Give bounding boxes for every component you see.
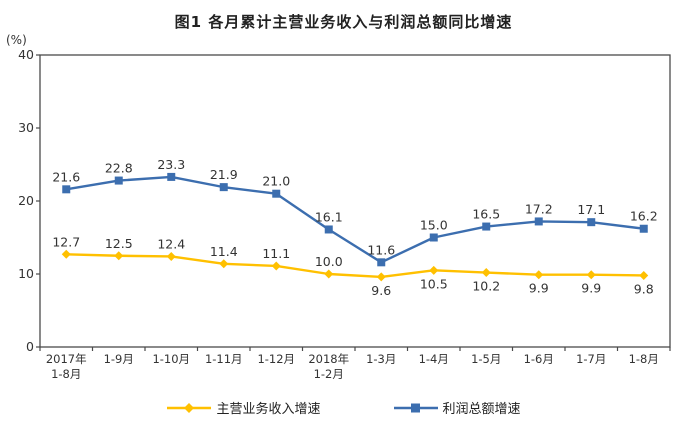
revenue-growth-data-label: 10.0 xyxy=(315,254,343,269)
diamond-marker-icon xyxy=(184,402,195,413)
revenue-growth-point-marker xyxy=(61,249,71,259)
profit-growth-data-label: 16.2 xyxy=(630,209,658,224)
revenue-growth-point-marker xyxy=(324,269,334,279)
legend-item-profit-growth: 利润总额增速 xyxy=(393,398,521,417)
profit-growth-data-label: 21.0 xyxy=(262,174,290,189)
profit-growth-data-label: 21.9 xyxy=(210,167,238,182)
profit-growth-point-marker xyxy=(219,183,228,192)
plot-border xyxy=(39,54,671,348)
profit-growth-point-marker xyxy=(272,189,281,198)
x-category-label: 1-8月 xyxy=(629,352,659,366)
y-axis-unit-label: (%) xyxy=(6,33,27,47)
profit-growth-data-label: 17.2 xyxy=(525,201,553,216)
profit-growth-legend-marker xyxy=(393,403,438,412)
x-category-label: 1-7月 xyxy=(576,352,606,366)
profit-growth-data-label: 16.1 xyxy=(315,209,343,224)
revenue-growth-data-label: 9.9 xyxy=(581,281,601,296)
x-category-label: 1-9月 xyxy=(104,352,134,366)
y-tick-label: 10 xyxy=(18,266,34,281)
y-tick-label: 30 xyxy=(18,120,34,135)
profit-growth-data-label: 17.1 xyxy=(577,202,605,217)
profit-growth-data-label: 22.8 xyxy=(105,161,133,176)
revenue-growth-data-label: 9.8 xyxy=(634,281,654,296)
profit-growth-data-label: 15.0 xyxy=(420,218,448,233)
legend-item-revenue-growth: 主营业务收入增速 xyxy=(166,398,321,417)
profit-growth-point-marker xyxy=(167,172,176,181)
profit-growth-point-marker xyxy=(377,258,386,267)
revenue-growth-point-marker xyxy=(166,251,176,261)
profit-growth-point-marker xyxy=(639,224,648,233)
revenue-growth-data-label: 9.6 xyxy=(371,283,391,298)
revenue-growth-point-marker xyxy=(481,268,491,278)
chart-legend: 主营业务收入增速 利润总额增速 xyxy=(0,398,687,417)
revenue-growth-data-label: 12.7 xyxy=(52,234,80,249)
profit-growth-data-label: 23.3 xyxy=(157,157,185,172)
x-category-label: 2018年 1-2月 xyxy=(308,352,349,381)
profit-growth-data-label: 16.5 xyxy=(472,207,500,222)
legend-label-revenue-growth: 主营业务收入增速 xyxy=(216,402,321,417)
x-category-label: 1-5月 xyxy=(471,352,501,366)
x-category-label: 1-6月 xyxy=(524,352,554,366)
x-category-label: 1-12月 xyxy=(257,352,295,366)
x-category-label: 1-3月 xyxy=(366,352,396,366)
revenue-growth-point-marker xyxy=(534,270,544,280)
revenue-growth-line xyxy=(65,253,645,279)
x-category-label: 1-4月 xyxy=(419,352,449,366)
x-category-label: 1-11月 xyxy=(205,352,243,366)
revenue-growth-data-label: 10.5 xyxy=(420,276,448,291)
revenue-growth-point-marker xyxy=(219,259,229,269)
profit-growth-data-label: 11.6 xyxy=(367,242,395,257)
x-category-label: 2017年 1-8月 xyxy=(46,352,87,381)
revenue-growth-point-marker xyxy=(114,251,124,261)
x-category-label: 1-10月 xyxy=(152,352,190,366)
revenue-growth-data-label: 12.5 xyxy=(105,236,133,251)
revenue-growth-point-marker xyxy=(376,272,386,282)
revenue-growth-point-marker xyxy=(639,270,649,280)
y-tick-label: 40 xyxy=(18,47,34,62)
revenue-growth-data-label: 10.2 xyxy=(472,279,500,294)
profit-growth-point-marker xyxy=(482,222,491,231)
profit-growth-point-marker xyxy=(534,217,543,226)
revenue-growth-data-label: 11.4 xyxy=(210,244,238,259)
square-marker-icon xyxy=(410,403,420,412)
profit-growth-line xyxy=(65,175,645,264)
revenue-growth-point-marker xyxy=(271,261,281,271)
chart-title: 图1 各月累计主营业务收入与利润总额同比增速 xyxy=(174,13,513,31)
profit-growth-point-marker xyxy=(62,185,71,194)
y-tick-label: 0 xyxy=(26,339,34,354)
line-chart-canvas: (%) 0 10 20 30 40 2017年 1-8月 1-9月 1-10月 1-11月 1-12月… xyxy=(6,33,671,381)
revenue-growth-data-label: 12.4 xyxy=(157,236,185,251)
revenue-growth-data-label: 11.1 xyxy=(262,246,290,261)
profit-growth-point-marker xyxy=(587,218,596,227)
revenue-growth-legend-marker xyxy=(167,402,212,413)
revenue-growth-point-marker xyxy=(586,270,596,280)
legend-label-profit-growth: 利润总额增速 xyxy=(442,402,521,417)
revenue-growth-data-label: 9.9 xyxy=(529,281,549,296)
profit-growth-point-marker xyxy=(429,233,438,242)
profit-growth-point-marker xyxy=(114,176,123,185)
y-tick-label: 20 xyxy=(18,193,34,208)
profit-growth-data-label: 21.6 xyxy=(52,169,80,184)
profit-growth-point-marker xyxy=(324,225,333,234)
revenue-growth-point-marker xyxy=(429,265,439,275)
